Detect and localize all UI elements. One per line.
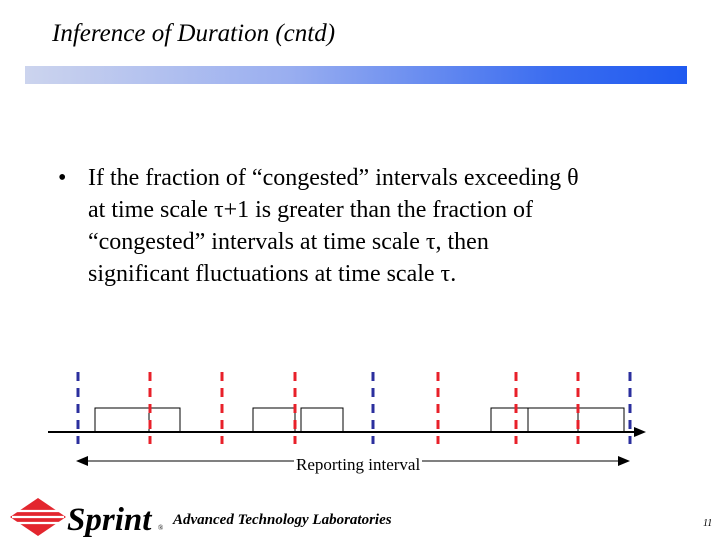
congested-interval-box xyxy=(300,407,344,433)
title-gradient-bar xyxy=(25,66,687,84)
congested-interval-box xyxy=(252,407,296,433)
bullet-line-4: significant fluctuations at time scale τ… xyxy=(88,261,457,287)
reporting-interval-label: Reporting interval xyxy=(294,455,423,475)
sprint-wordmark: Sprint xyxy=(67,502,152,538)
congested-interval-box xyxy=(148,407,181,433)
registered-mark: ® xyxy=(158,524,164,532)
time-axis xyxy=(48,427,646,437)
bullet-line-1: If the fraction of “congested” intervals… xyxy=(88,165,579,191)
diamond-mark xyxy=(10,498,66,536)
bullet-item: • If the fraction of “congested” interva… xyxy=(58,162,678,290)
bullet-line-3: “congested” intervals at time scale τ, t… xyxy=(88,229,489,255)
congested-interval-box xyxy=(490,407,529,433)
lab-name: Advanced Technology Laboratories xyxy=(173,512,392,528)
congested-interval-box xyxy=(94,407,150,433)
slide-title: Inference of Duration (cntd) xyxy=(52,20,336,47)
congested-interval-box xyxy=(527,407,579,433)
page-number: 11 xyxy=(703,518,713,529)
bullet-text: If the fraction of “congested” intervals… xyxy=(88,162,678,290)
sprint-logo: Sprint ® xyxy=(10,498,164,538)
bullet-dot: • xyxy=(58,165,67,191)
congested-interval-box xyxy=(577,407,625,433)
bullet-line-2: at time scale τ+1 is greater than the fr… xyxy=(88,197,533,223)
